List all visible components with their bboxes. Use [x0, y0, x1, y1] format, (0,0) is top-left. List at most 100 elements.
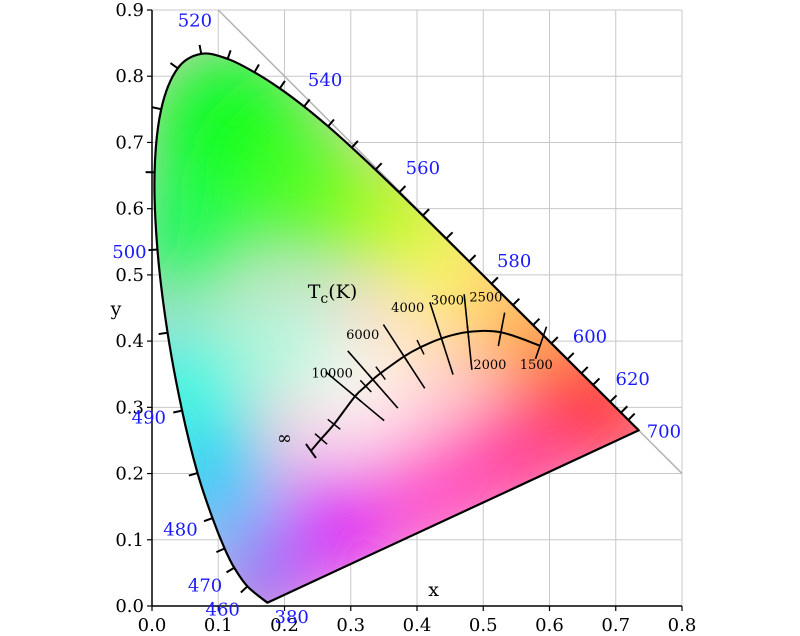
wavelength-tick	[374, 162, 383, 171]
x-axis-title: x	[428, 579, 439, 601]
wavelength-tick	[580, 366, 589, 374]
y-tick-label: 0.9	[115, 0, 144, 21]
wavelength-labels: 380 460 470 480 490 500 520 540 560 580 600 620 700	[112, 10, 681, 628]
wavelength-tick	[445, 231, 454, 240]
y-tick-label: 0.0	[115, 596, 144, 617]
y-tick-labels: 0.0 0.1 0.2 0.3 0.4 0.5 0.6 0.7 0.8 0.9	[115, 0, 144, 617]
gamut-blob	[275, 471, 386, 582]
planck-mark	[375, 366, 386, 381]
wavelength-tick	[422, 208, 430, 217]
spectral-locus-outline	[153, 52, 640, 604]
tc-label-unit: (K)	[328, 281, 357, 303]
y-tick-label: 0.6	[115, 199, 144, 220]
x-tick-label: 0.3	[336, 615, 365, 636]
wavelength-tick	[215, 547, 226, 554]
y-tick-label: 0.8	[115, 66, 144, 87]
x-tick-label: 0.8	[668, 615, 697, 636]
wavelength-label: 480	[163, 520, 197, 541]
isotherm-label: 1500	[520, 358, 553, 373]
wavelength-tick	[490, 276, 499, 285]
wavelength-tick	[512, 298, 520, 306]
wavelength-tick	[278, 80, 286, 89]
wavelength-label: 620	[616, 369, 650, 390]
wavelength-label: 560	[406, 158, 440, 179]
wavelength-label: 490	[132, 408, 166, 429]
wavelength-tick	[158, 331, 168, 336]
isotherm-label: 4000	[391, 301, 424, 316]
wavelength-tick	[327, 118, 335, 128]
x-tick-label: 0.7	[601, 615, 630, 636]
isotherm-line	[534, 326, 548, 360]
y-tick-label: 0.7	[115, 132, 144, 153]
planck-mark	[314, 433, 328, 445]
wavelength-tick	[550, 336, 559, 345]
wavelength-tick	[303, 98, 311, 108]
isotherm-line	[497, 312, 506, 347]
x-tick-label: 0.5	[469, 615, 498, 636]
wavelength-tick	[627, 412, 636, 421]
tc-label: Tc(K)	[308, 281, 358, 307]
x-tick-label: 0.6	[535, 615, 564, 636]
tc-label-sub: c	[320, 291, 328, 307]
wavelength-label: 580	[497, 251, 531, 272]
wavelength-label: 380	[275, 607, 309, 628]
isotherm-line	[429, 301, 454, 375]
isotherm-line	[347, 350, 399, 409]
x-tick-label: 0.0	[138, 615, 167, 636]
wavelength-tick	[620, 405, 629, 414]
wavelength-ticks	[145, 44, 636, 594]
wavelength-tick	[198, 44, 203, 55]
wavelength-tick	[152, 106, 162, 111]
isotherm-line	[463, 294, 473, 370]
isotherm-lines	[325, 294, 548, 422]
y-tick-label: 0.2	[115, 464, 144, 485]
wavelength-label: 520	[178, 10, 212, 31]
wavelength-label: 700	[647, 422, 681, 443]
wavelength-tick	[351, 140, 359, 149]
x-tick-label: 0.4	[403, 615, 432, 636]
gamut-blob	[229, 286, 340, 397]
wavelength-tick	[148, 248, 158, 252]
wavelength-tick	[532, 318, 541, 326]
wavelength-label: 600	[573, 327, 607, 348]
y-tick-label: 0.4	[115, 331, 144, 352]
isotherm-label: 2500	[469, 290, 502, 305]
planck-mark	[359, 379, 372, 393]
axes	[147, 9, 683, 611]
wavelength-tick	[240, 585, 249, 594]
wavelength-tick	[592, 377, 601, 386]
wavelength-tick	[609, 394, 618, 403]
wavelength-tick	[226, 50, 232, 60]
y-axis-title: y	[110, 298, 122, 320]
isotherm-line	[382, 324, 426, 389]
isotherm-label: 3000	[431, 294, 464, 309]
x-tick-label: 0.1	[204, 615, 233, 636]
isotherm-label: 6000	[346, 328, 379, 343]
wavelength-label: 460	[206, 600, 240, 621]
gamut-blob	[375, 431, 486, 542]
wavelength-tick	[566, 352, 575, 361]
wavelength-label: 500	[112, 242, 146, 263]
x-tick-label: 0.2	[270, 615, 299, 636]
wavelength-tick	[203, 517, 213, 523]
isotherm-label: 10000	[312, 367, 353, 382]
wavelength-label: 540	[308, 70, 342, 91]
wavelength-label: 470	[188, 575, 222, 596]
isotherm-label: 2000	[473, 358, 506, 373]
planck-mark	[327, 418, 341, 430]
wavelength-tick	[468, 254, 477, 263]
y-tick-label: 0.1	[115, 530, 144, 551]
y-tick-label: 0.3	[115, 397, 144, 418]
x-tick-labels: 0.0 0.1 0.2 0.3 0.4 0.5 0.6 0.7 0.8	[138, 615, 697, 636]
wavelength-tick	[225, 566, 235, 574]
wavelength-tick	[169, 62, 179, 70]
isotherm-line	[325, 371, 385, 422]
planck-end-cap	[305, 443, 317, 459]
y-tick-label: 0.5	[115, 265, 144, 286]
wavelength-tick	[173, 409, 183, 414]
isotherm-labels: 10000 6000 4000 3000 2500 2000 1500	[312, 290, 553, 381]
infinity-label: ∞	[277, 428, 292, 449]
gamut-blob	[473, 403, 573, 504]
planck-mark	[416, 339, 425, 355]
